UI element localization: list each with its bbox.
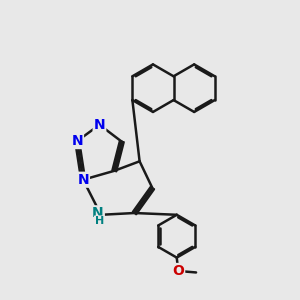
Text: N: N: [94, 118, 105, 132]
Text: O: O: [172, 264, 184, 278]
Text: N: N: [71, 134, 83, 148]
Text: N: N: [92, 206, 104, 220]
Text: N: N: [77, 173, 89, 187]
Text: H: H: [95, 216, 104, 226]
